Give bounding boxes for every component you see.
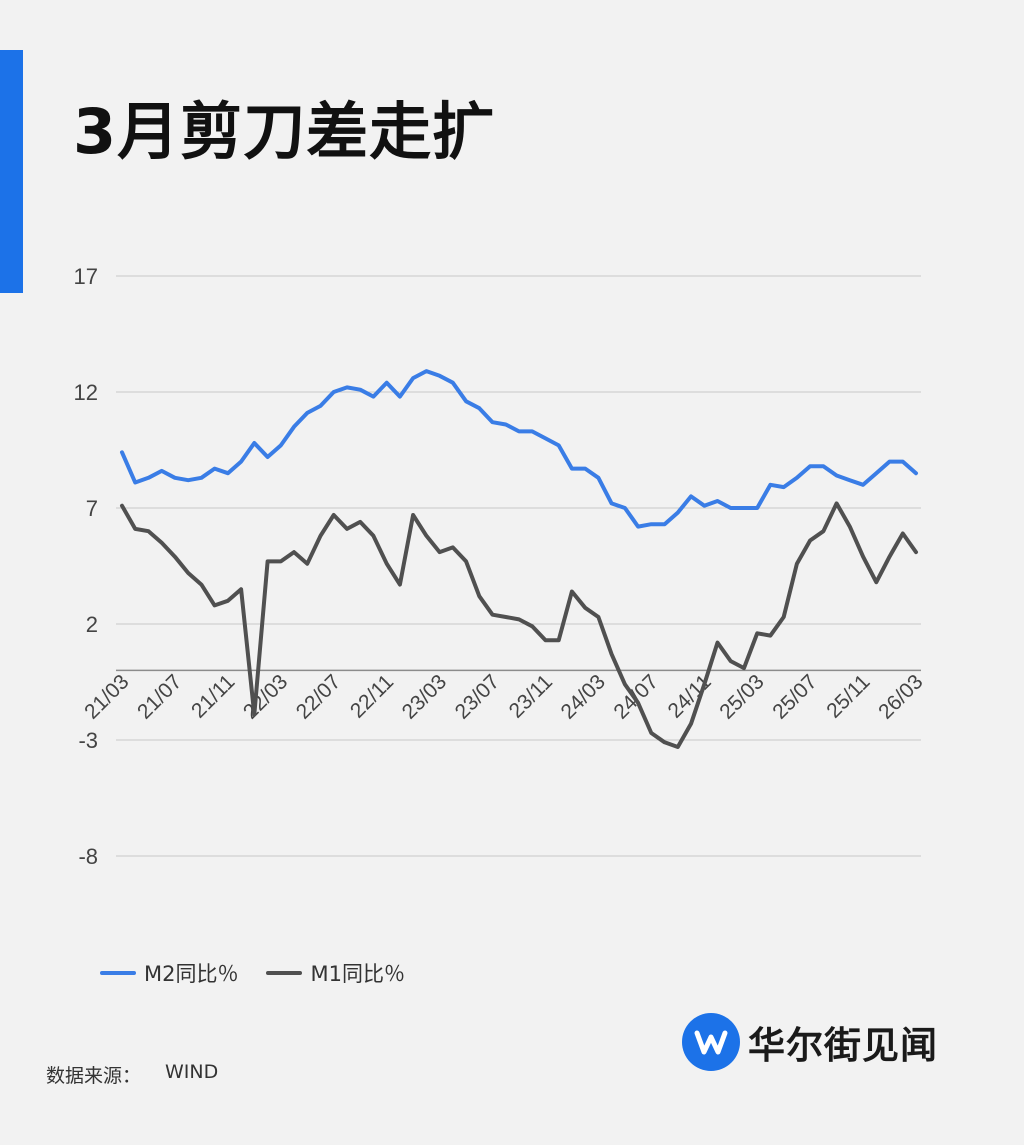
y-tick-label: 17	[74, 264, 98, 289]
data-source-label: 数据来源：	[46, 1065, 142, 1087]
legend-swatch-m1	[266, 971, 303, 975]
x-tick-label: 22/11	[346, 670, 398, 722]
x-tick-label: 21/07	[133, 670, 186, 723]
y-axis-tick-labels: 17 12 7 2 -3 -8	[74, 264, 98, 869]
x-tick-label: 24/03	[557, 670, 610, 723]
x-tick-label: 21/11	[187, 670, 239, 722]
grid-lines	[116, 275, 921, 857]
x-axis-tick-labels: 21/03 21/07 21/11 22/03 22/07 22/11 23/03 23/07…	[80, 670, 927, 723]
x-tick-label: 26/03	[874, 670, 927, 723]
brand-logo: 华尔街见闻	[682, 1013, 938, 1071]
chart: 17 12 7 2 -3 -8 21/03 21/07 21/11 22/03 22/07 22/1…	[74, 264, 928, 869]
x-tick-label: 25/07	[768, 670, 821, 723]
x-tick-label: 23/11	[505, 670, 557, 722]
x-tick-label: 22/07	[292, 670, 345, 723]
series-line-m2	[120, 369, 918, 529]
legend-label-m1: M1同比％	[310, 962, 405, 986]
x-tick-label: 25/11	[822, 670, 874, 722]
logo-text: 华尔街见闻	[748, 1023, 938, 1067]
y-tick-label: 12	[74, 380, 98, 405]
legend-item-m1: M1同比％	[266, 958, 405, 988]
y-tick-label: -3	[78, 728, 98, 753]
y-tick-label: -8	[78, 844, 98, 869]
data-source-value: WIND	[165, 1061, 219, 1083]
x-tick-label: 25/03	[715, 670, 768, 723]
data-source: 数据来源： WIND	[46, 1061, 218, 1088]
series-line-m1	[120, 501, 918, 749]
x-tick-label: 22/03	[239, 670, 292, 723]
legend-swatch-m2	[100, 971, 136, 975]
legend: M2同比％ M1同比％	[100, 958, 433, 988]
legend-label-m2: M2同比％	[144, 962, 239, 986]
accent-bar	[0, 50, 23, 293]
y-tick-label: 2	[86, 612, 98, 637]
series-lines	[120, 369, 918, 749]
w-logo-icon	[682, 1013, 740, 1071]
y-tick-label: 7	[86, 496, 98, 521]
x-tick-label: 23/07	[451, 670, 504, 723]
legend-item-m2: M2同比％	[100, 958, 238, 988]
x-tick-label: 21/03	[80, 670, 133, 723]
page-title: 3月剪刀差走扩	[73, 95, 496, 168]
x-tick-label: 23/03	[398, 670, 451, 723]
